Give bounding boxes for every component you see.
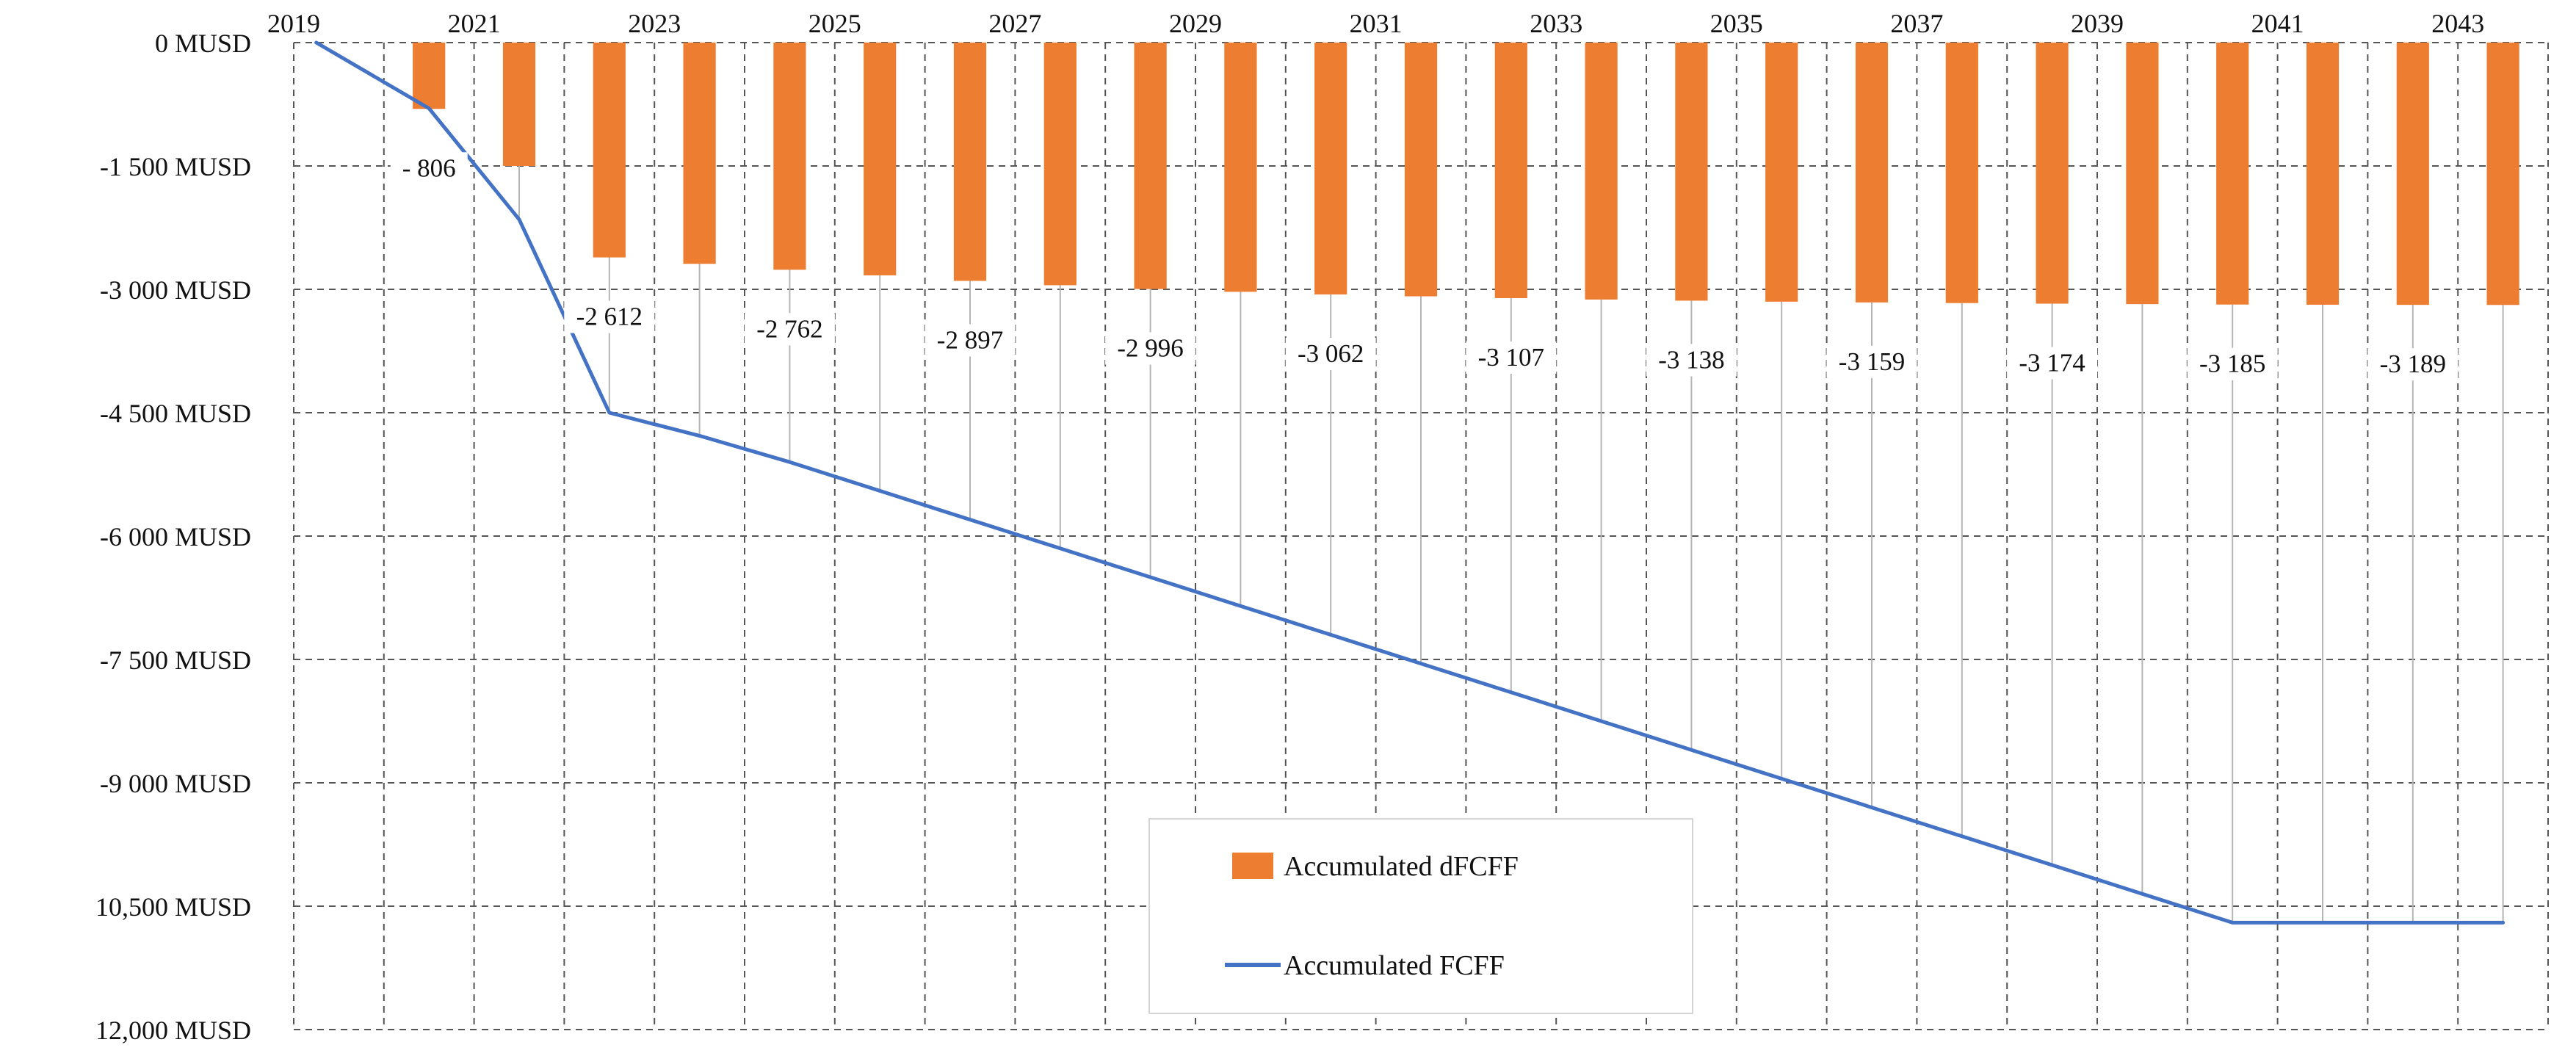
data-label-bg-2032	[1466, 341, 1557, 374]
x-tick-label-2021: 2021	[448, 9, 501, 38]
y-tick-label: -1 500 MUSD	[100, 152, 251, 181]
data-label-bg-2030	[1285, 337, 1376, 370]
bar-2024	[773, 43, 806, 270]
bar-2032	[1494, 43, 1527, 298]
bar-2041	[2306, 43, 2340, 305]
legend-swatch-bar	[1232, 853, 1273, 879]
legend-box	[1148, 818, 1693, 1014]
bar-2021	[502, 43, 536, 166]
x-tick-label-2037: 2037	[1890, 9, 1943, 38]
bar-2022	[593, 43, 626, 258]
data-label-bg-2034	[1646, 344, 1737, 377]
x-tick-label-2043: 2043	[2431, 9, 2484, 38]
data-label-bg-2020	[390, 152, 468, 185]
bar-2036	[1855, 43, 1889, 303]
bar-2020	[413, 43, 446, 109]
data-label-2032: -3 107	[1478, 343, 1544, 372]
y-tick-label: -4 500 MUSD	[100, 399, 251, 428]
data-label-2030: -3 062	[1298, 339, 1364, 368]
bar-2034	[1675, 43, 1708, 301]
data-label-2024: -2 762	[756, 314, 822, 343]
bar-2031	[1404, 43, 1438, 297]
bar-2037	[1945, 43, 1978, 303]
y-tick-label: -7 500 MUSD	[100, 645, 251, 675]
data-label-2036: -3 159	[1839, 347, 1905, 376]
y-tick-label: -6 000 MUSD	[100, 522, 251, 551]
data-label-2040: -3 185	[2199, 350, 2265, 378]
data-label-bg-2040	[2187, 347, 2278, 380]
bar-series-accumulated-dfcff	[413, 43, 2519, 305]
bar-2042	[2396, 43, 2429, 305]
line-series-accumulated-fcff	[314, 40, 2506, 925]
bar-2040	[2216, 43, 2249, 305]
x-tick-label-2031: 2031	[1350, 9, 1403, 38]
x-tick-label-2023: 2023	[628, 9, 681, 38]
bar-2026	[953, 43, 987, 281]
y-tick-label: -3 000 MUSD	[100, 275, 251, 305]
data-label-bg-2038	[2007, 347, 2098, 380]
bar-2043	[2486, 43, 2519, 305]
y-tick-label: -9 000 MUSD	[100, 769, 251, 798]
data-label-2022: -2 612	[576, 303, 643, 331]
y-axis: 0 MUSD -1 500 MUSD -3 000 MUSD -4 500 MUSD -…	[95, 29, 251, 1045]
x-tick-label-2041: 2041	[2251, 9, 2304, 38]
x-axis: 2019 2021 2023 2025 2027 2029 2031 2033 2035 2037…	[267, 9, 2484, 38]
y-tick-label: 12,000 MUSD	[95, 1016, 251, 1045]
data-label-2038: -3 174	[2019, 348, 2085, 377]
data-label-bg-2036	[1826, 345, 1917, 378]
x-tick-label-2029: 2029	[1169, 9, 1222, 38]
bar-2035	[1765, 43, 1798, 302]
data-label-2042: -3 189	[2380, 350, 2446, 378]
bar-2038	[2036, 43, 2069, 304]
legend-label-line: Accumulated FCFF	[1284, 950, 1505, 981]
x-tick-label-2039: 2039	[2071, 9, 2124, 38]
fcff-line	[314, 40, 2506, 925]
x-tick-label-2033: 2033	[1530, 9, 1582, 38]
data-label-2026: -2 897	[937, 325, 1003, 354]
legend: Accumulated dFCFF Accumulated FCFF	[1148, 818, 1693, 1014]
x-tick-label-2019: 2019	[267, 9, 320, 38]
bar-2023	[683, 43, 716, 264]
bar-2033	[1585, 43, 1618, 300]
x-tick-label-2027: 2027	[988, 9, 1041, 38]
data-label-bg-2042	[2367, 348, 2459, 381]
x-tick-label-2025: 2025	[808, 9, 861, 38]
data-label-2028: -2 996	[1117, 334, 1183, 363]
data-label-bg-2024	[744, 313, 835, 346]
bar-2030	[1314, 43, 1347, 294]
bar-2025	[864, 43, 897, 275]
data-label-2034: -3 138	[1658, 345, 1724, 374]
bar-2027	[1043, 43, 1077, 286]
data-labels: - 806 -2 612 -2 762 -2 897 -2 996 -3 062 -3 10…	[390, 152, 2459, 381]
data-label-bg-2026	[925, 324, 1016, 357]
bar-2039	[2126, 43, 2159, 305]
x-tick-label-2035: 2035	[1710, 9, 1763, 38]
bar-2029	[1224, 43, 1257, 292]
leader-lines	[428, 108, 2504, 923]
y-tick-label: 10,500 MUSD	[95, 892, 251, 922]
data-label-2020: - 806	[402, 153, 456, 182]
data-label-bg-2028	[1105, 332, 1196, 365]
data-label-bg-2022	[564, 300, 655, 333]
legend-label-bar: Accumulated dFCFF	[1284, 851, 1519, 882]
y-tick-label: 0 MUSD	[155, 29, 251, 58]
bar-2028	[1134, 43, 1167, 289]
